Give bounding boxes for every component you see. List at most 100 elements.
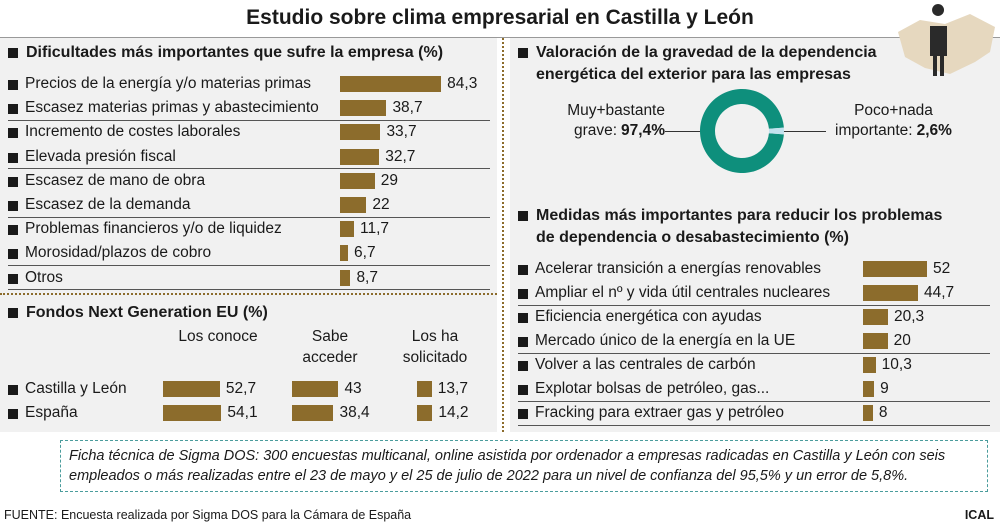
- value-label: 97,4%: [621, 122, 665, 139]
- source: FUENTE: Encuesta realizada por Sigma DOS…: [4, 508, 412, 522]
- value-label: 8: [878, 404, 888, 421]
- bar: [292, 405, 334, 421]
- bar: [863, 333, 888, 349]
- bullet: [8, 308, 18, 318]
- bar: [292, 381, 339, 397]
- section-title: Fondos Next Generation EU (%): [26, 304, 268, 321]
- category-label: Muy+bastante grave:: [567, 102, 665, 139]
- value-label: 38,7: [392, 99, 423, 117]
- donut-slice: [700, 89, 784, 173]
- bar: [863, 261, 927, 277]
- bar: [340, 124, 381, 141]
- row-rule: [518, 304, 990, 306]
- value-label: 2,6%: [916, 122, 952, 139]
- category-label: Explotar bolsas de petróleo, gas...: [535, 380, 770, 397]
- series-label: Los conoce: [178, 328, 258, 345]
- value-label: 6,7: [354, 244, 376, 262]
- bullet: [518, 361, 528, 371]
- section-title: Dificultades más importantes que sufre l…: [26, 44, 444, 61]
- category-label: Escasez de mano de obra: [25, 171, 206, 189]
- separator: [502, 38, 504, 432]
- value-label: 11,7: [360, 220, 390, 238]
- value-label: 29: [380, 171, 399, 189]
- bar: [163, 405, 222, 421]
- bar: [340, 100, 387, 117]
- category-label: España: [25, 404, 78, 421]
- bar: [417, 381, 432, 397]
- category-label: Morosidad/plazos de cobro: [25, 244, 212, 262]
- category-label: Castilla y León: [25, 380, 127, 397]
- value-label: 54,1: [227, 404, 258, 421]
- row-rule: [8, 289, 490, 291]
- bullet: [518, 313, 528, 323]
- leader-line: [665, 131, 707, 132]
- value-label: 14,2: [438, 404, 469, 421]
- row-rule: [8, 216, 490, 218]
- separator: [0, 293, 497, 295]
- value-label: 22: [372, 196, 390, 213]
- businessman: [930, 4, 947, 77]
- value-label: 20,3: [893, 308, 925, 325]
- value-label: 9: [880, 380, 889, 397]
- section-title: Medidas más importantes para reducir los…: [536, 207, 943, 246]
- value-label: 10,3: [881, 356, 912, 373]
- category-label: Escasez de la demanda: [25, 196, 191, 213]
- category-label: Ampliar el nº y vida útil centrales nucl…: [535, 284, 831, 301]
- value-label: 52: [932, 260, 951, 277]
- bar: [340, 269, 351, 286]
- donut: [700, 89, 784, 173]
- illustration: [898, 4, 995, 77]
- bullet: [518, 385, 528, 395]
- bullet: [8, 128, 18, 139]
- category-label: Acelerar transición a energías renovable…: [535, 260, 822, 277]
- category-label: Escasez materias primas y abastecimiento: [25, 99, 319, 117]
- bullet: [8, 176, 18, 187]
- value-label: 32,7: [385, 147, 416, 165]
- bullet: [8, 409, 18, 419]
- value-label: 43: [344, 380, 362, 397]
- category-label: Poco+nada importante:: [835, 102, 933, 139]
- category-label: Mercado único de la energía en la UE: [535, 332, 796, 349]
- bullet: [8, 104, 18, 115]
- bar: [863, 309, 888, 325]
- value-label: 20: [893, 332, 911, 349]
- bullet: [8, 48, 18, 58]
- value-label: 44,7: [923, 284, 955, 301]
- row-rule: [8, 168, 490, 170]
- row-rule: [518, 400, 990, 402]
- section-title: Valoración de la gravedad de la dependen…: [536, 44, 877, 83]
- bullet: [518, 409, 528, 419]
- value-label: 84,3: [447, 75, 478, 92]
- bar: [340, 221, 355, 238]
- bullet: [518, 211, 528, 221]
- leader-line: [776, 131, 826, 132]
- category-label: Precios de la energía y/o materias prima…: [25, 75, 312, 92]
- bullet: [518, 337, 528, 347]
- slice-label: Muy+bastante grave: 97,4%: [555, 101, 665, 141]
- bullet: [8, 80, 18, 90]
- category-label: Problemas financieros y/o de liquidez: [25, 220, 282, 238]
- panel-left: [0, 38, 497, 432]
- value-label: 38,4: [339, 404, 370, 421]
- bar: [340, 197, 367, 213]
- note-box: Ficha técnica de Sigma DOS: 300 encuesta…: [60, 440, 988, 492]
- bar: [417, 405, 433, 421]
- series-label: Sabe acceder: [302, 328, 358, 366]
- category-label: Elevada presión fiscal: [25, 147, 176, 165]
- chart-title: Estudio sobre clima empresarial en Casti…: [246, 6, 754, 29]
- bullet: [8, 249, 18, 260]
- bar: [863, 357, 876, 373]
- bullet: [8, 273, 18, 284]
- category-label: Otros: [25, 268, 63, 286]
- bullet: [518, 48, 528, 58]
- bar: [863, 285, 918, 301]
- category-label: Incremento de costes laborales: [25, 123, 241, 141]
- bullet: [8, 385, 18, 395]
- bullet: [518, 289, 528, 299]
- bullet: [8, 225, 18, 236]
- series-label: Los ha solicitado: [402, 328, 468, 366]
- bullet: [8, 201, 18, 211]
- value-label: 8,7: [356, 268, 378, 286]
- title-rule: [0, 37, 1000, 38]
